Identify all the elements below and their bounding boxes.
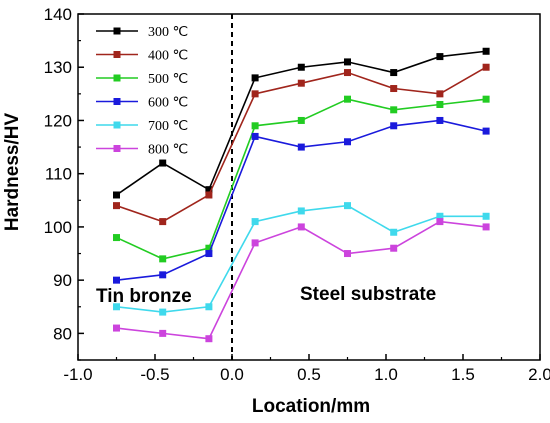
data-point: [436, 218, 444, 226]
data-point: [436, 100, 444, 108]
x-tick-label: 1.0: [374, 365, 398, 384]
plot-layer: -1.0 -0.5 0.0 0.5 1.0 1.5 2.0 80 90 100 110 120 130 1…: [44, 5, 550, 384]
data-point: [159, 271, 167, 279]
data-point: [205, 250, 213, 258]
data-point: [113, 191, 120, 199]
legend-label-4: 600 ℃: [148, 96, 188, 111]
data-point: [113, 276, 120, 284]
data-point: [344, 58, 351, 66]
data-point: [251, 90, 259, 98]
data-point: [390, 106, 398, 114]
data-point: [482, 47, 490, 55]
data-point: [390, 122, 398, 130]
x-tick-label: 2.0: [528, 365, 550, 384]
annotation-steel-substrate: Steel substrate: [300, 284, 436, 305]
legend-label-3: 500 ℃: [148, 72, 188, 87]
legend-label-2: 400 ℃: [148, 49, 188, 64]
x-tick-label: -1.0: [63, 365, 92, 384]
y-tick-label: 120: [44, 111, 72, 130]
series-line-6: [116, 220, 487, 340]
data-point: [159, 218, 167, 226]
data-point: [436, 90, 444, 98]
data-point: [344, 202, 351, 210]
data-point: [297, 63, 305, 71]
data-point: [159, 255, 167, 263]
legend: 300 ℃ 400 ℃ 500 ℃ 600 ℃ 700 ℃ 800 ℃: [96, 25, 188, 158]
data-point: [297, 79, 305, 87]
data-point: [344, 250, 351, 258]
y-tick-label: 80: [53, 324, 72, 343]
data-point: [390, 85, 398, 93]
data-point: [390, 244, 398, 252]
data-point: [113, 303, 120, 311]
data-point: [297, 116, 305, 124]
data-point: [344, 138, 351, 146]
x-tick-label: 1.5: [451, 365, 475, 384]
legend-marker-3: [113, 74, 121, 82]
data-point: [482, 63, 490, 71]
legend-marker-6: [113, 145, 121, 152]
data-point: [297, 223, 305, 231]
data-point: [113, 234, 120, 242]
data-point: [297, 143, 305, 151]
data-point: [344, 69, 351, 77]
legend-label-1: 300 ℃: [148, 25, 188, 40]
data-point: [159, 329, 167, 337]
legend-marker-1: [113, 27, 121, 35]
data-point: [344, 95, 351, 103]
data-point: [159, 308, 167, 316]
x-tick-label: -0.5: [140, 365, 169, 384]
data-point: [482, 223, 490, 231]
data-point: [482, 212, 490, 220]
data-point: [251, 218, 259, 226]
data-point: [436, 212, 444, 220]
data-point: [205, 335, 213, 343]
y-tick-label: 100: [44, 218, 72, 237]
data-point: [113, 324, 120, 332]
data-point: [205, 191, 213, 199]
data-point: [205, 303, 213, 311]
data-point: [482, 127, 490, 135]
data-point: [390, 69, 398, 77]
data-point: [205, 244, 213, 252]
data-point: [482, 95, 490, 103]
y-axis-title: Hardness/HV: [2, 113, 23, 232]
legend-marker-4: [113, 98, 121, 105]
data-point: [436, 116, 444, 124]
x-tick-label: 0.5: [297, 365, 321, 384]
y-tick-label: 90: [53, 271, 72, 290]
data-point: [251, 74, 259, 82]
data-point: [251, 132, 259, 140]
data-point: [251, 122, 259, 130]
legend-label-6: 800 ℃: [148, 143, 188, 158]
x-axis-title: Location/mm: [252, 396, 370, 417]
data-point: [436, 53, 444, 61]
data-point: [113, 202, 120, 210]
legend-marker-5: [113, 121, 121, 129]
x-tick-label: 0.0: [220, 365, 244, 384]
data-point: [205, 186, 213, 194]
data-point: [159, 159, 167, 167]
y-tick-label: 110: [45, 165, 72, 184]
data-point: [251, 239, 259, 247]
legend-marker-2: [113, 51, 121, 58]
y-tick-label: 140: [44, 5, 72, 24]
data-point: [390, 228, 398, 236]
y-tick-label: 130: [44, 58, 72, 77]
annotation-tin-bronze: Tin bronze: [96, 286, 192, 307]
legend-label-5: 700 ℃: [148, 119, 188, 134]
data-point: [297, 207, 305, 215]
